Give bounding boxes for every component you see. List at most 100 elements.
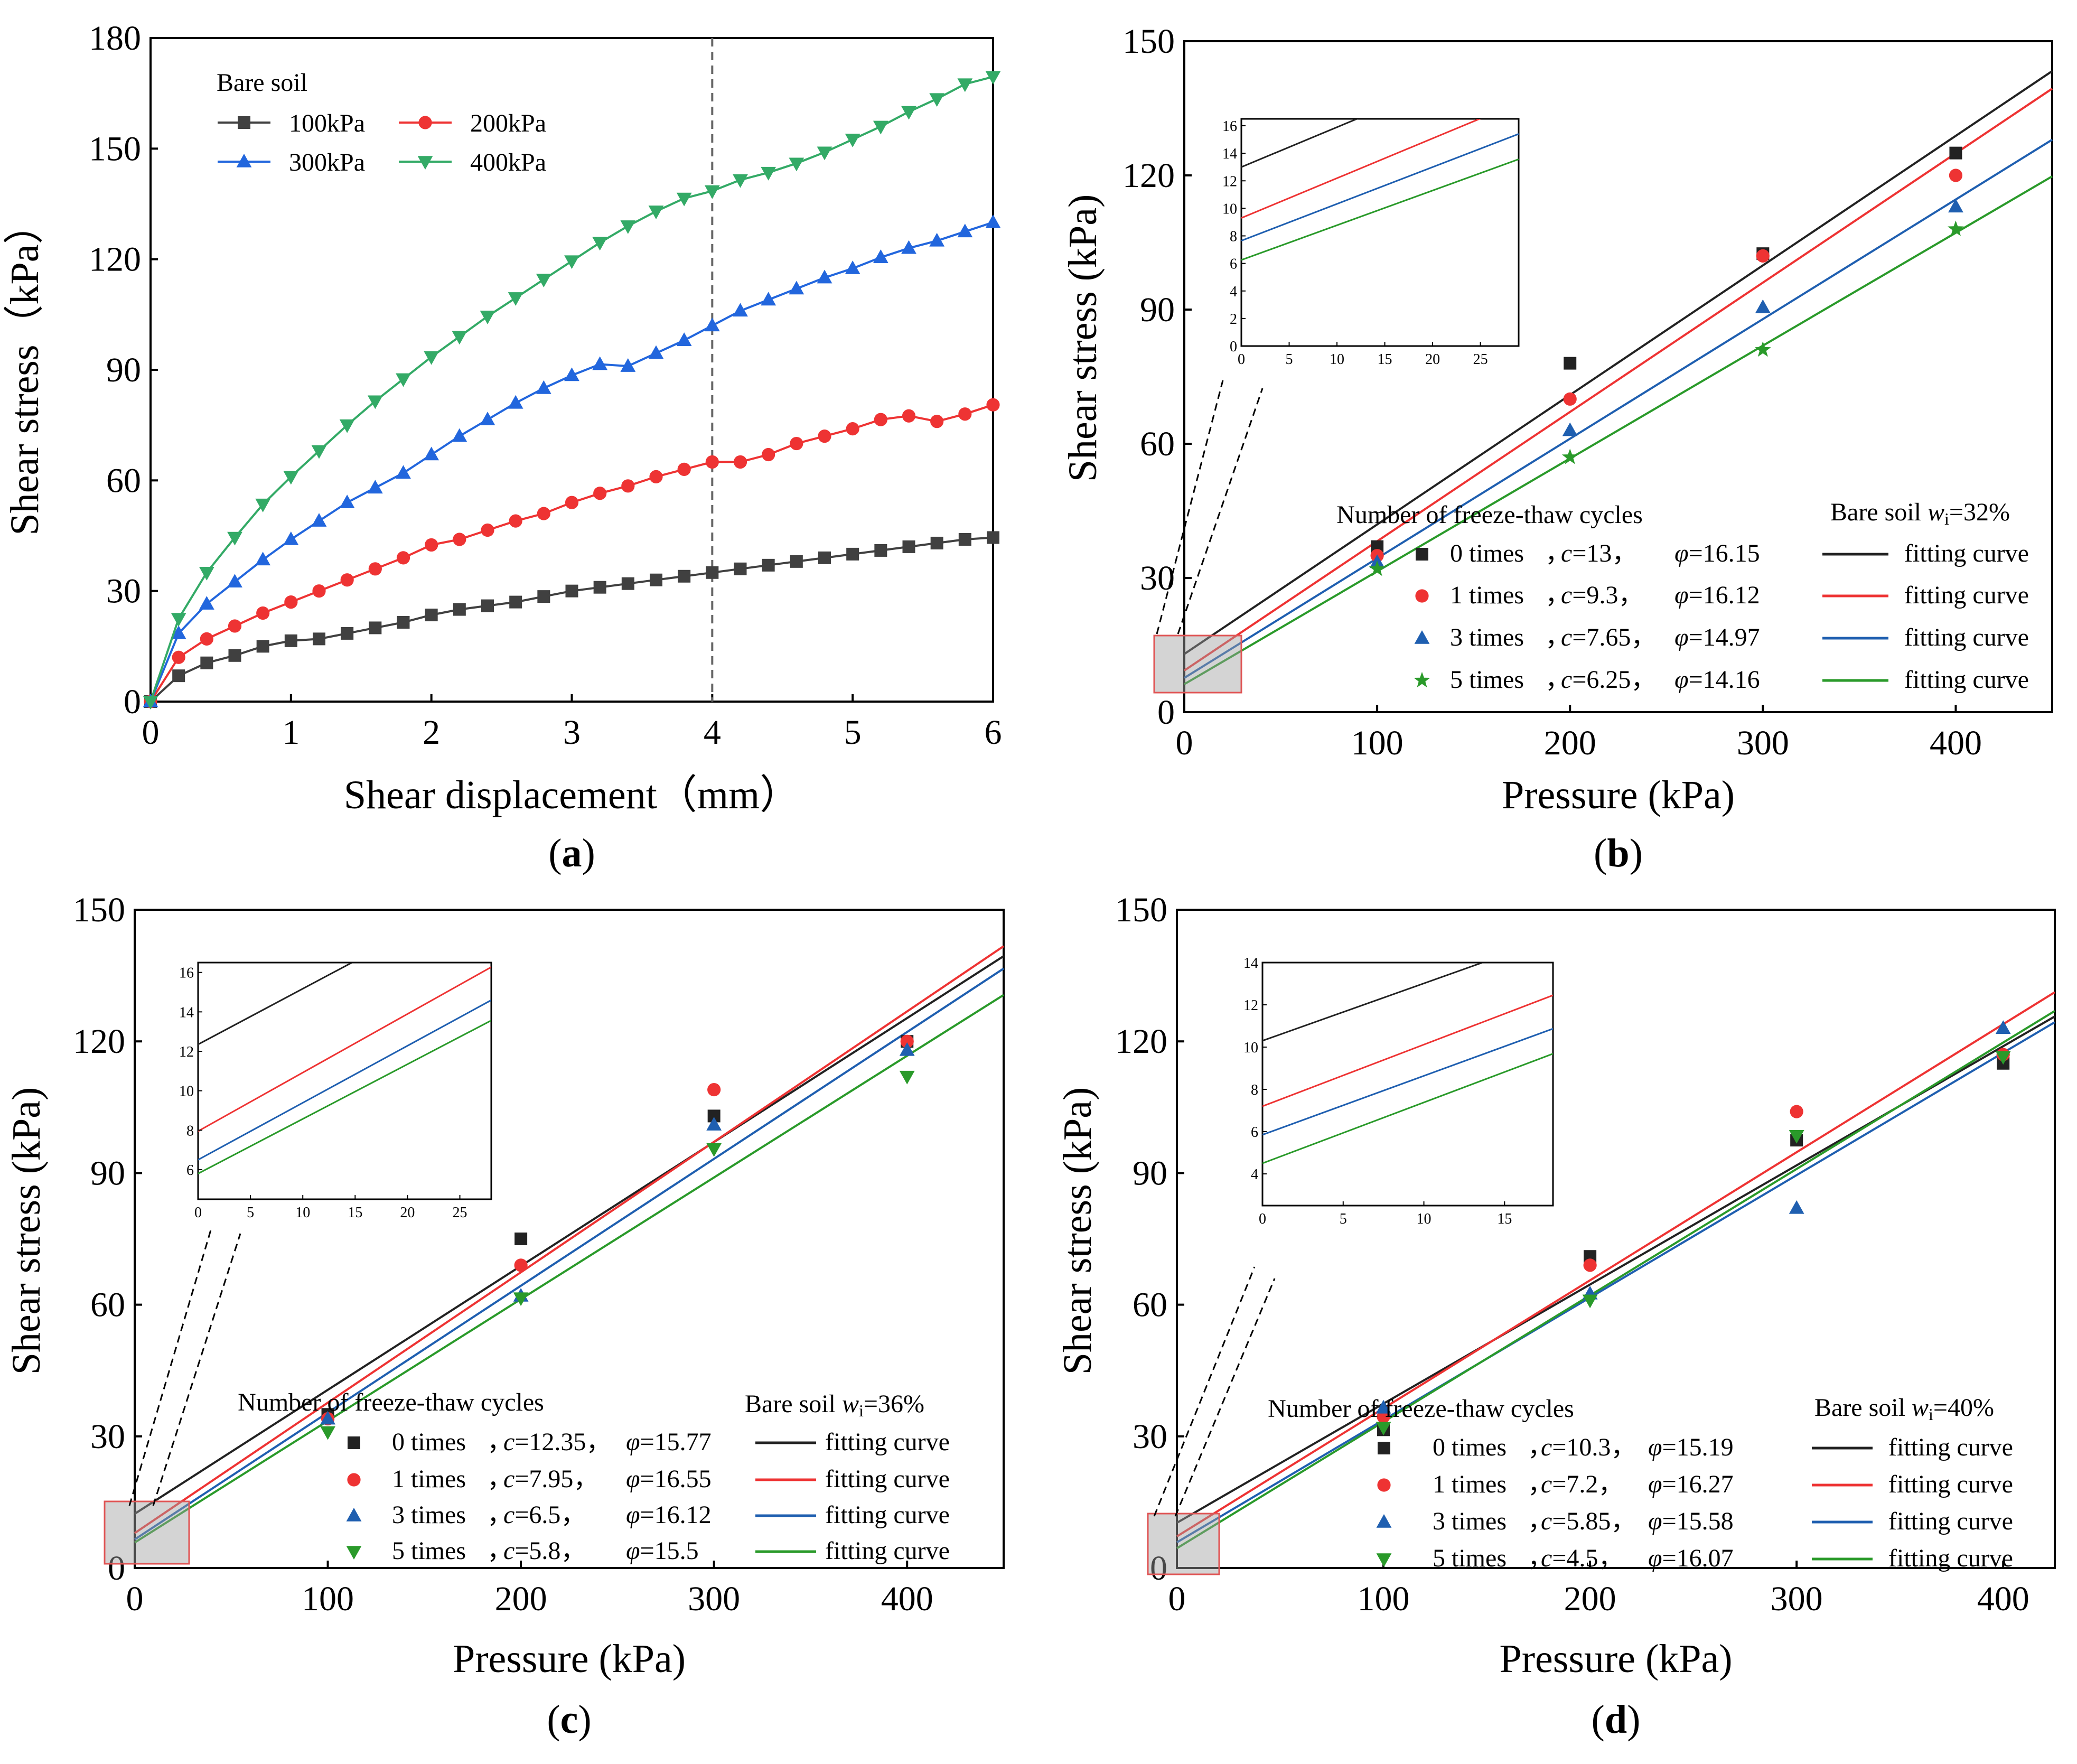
inset-fit-line bbox=[198, 963, 354, 1046]
data-point bbox=[509, 514, 522, 528]
zoom-region bbox=[1147, 1513, 1220, 1575]
legend-friction-angle: φ=14.97 bbox=[1674, 623, 1760, 651]
inset-y-tick-label: 10 bbox=[1222, 201, 1237, 217]
data-point bbox=[676, 332, 692, 346]
legend-separator: ， bbox=[1545, 666, 1570, 694]
data-point bbox=[985, 214, 1001, 228]
x-tick-label: 0 bbox=[126, 1580, 144, 1618]
plot-frame bbox=[1183, 40, 2053, 713]
data-point bbox=[320, 1411, 335, 1425]
legend-friction-angle: φ=16.15 bbox=[1674, 539, 1760, 567]
legend-friction-angle: φ=15.77 bbox=[626, 1428, 712, 1456]
inset-x-tick-label: 0 bbox=[194, 1205, 202, 1221]
data-point bbox=[424, 446, 439, 461]
data-point bbox=[620, 220, 636, 234]
legend-series-label: 0 times bbox=[392, 1428, 466, 1456]
data-point bbox=[255, 552, 271, 566]
data-point bbox=[1949, 169, 1963, 182]
inset-frame bbox=[197, 962, 492, 1200]
inset-x-tick-label: 20 bbox=[400, 1205, 415, 1221]
y-tick-label: 90 bbox=[90, 1154, 125, 1192]
x-tick-label: 100 bbox=[1351, 724, 1404, 762]
legend-cohesion: c=9.3， bbox=[1561, 581, 1643, 609]
data-point bbox=[707, 1082, 721, 1097]
legend-fit-label: fitting curve bbox=[825, 1501, 950, 1529]
data-point bbox=[368, 562, 382, 576]
legend-series-label: 3 times bbox=[1450, 623, 1524, 651]
series-line-100kPa bbox=[149, 536, 994, 703]
data-point bbox=[508, 292, 523, 306]
data-point bbox=[199, 596, 214, 610]
data-point bbox=[396, 465, 411, 479]
fit-line-1-times bbox=[134, 945, 1005, 1534]
fit-line-1-times bbox=[1176, 991, 2056, 1537]
data-point bbox=[958, 407, 972, 421]
legend-friction-angle: φ=16.55 bbox=[626, 1465, 712, 1493]
inset-fit-line bbox=[1262, 963, 1485, 1042]
data-point bbox=[367, 395, 383, 409]
data-point bbox=[424, 351, 439, 365]
inset-y-tick-label: 4 bbox=[1230, 284, 1237, 300]
inset-y-tick-label: 12 bbox=[179, 1044, 194, 1060]
legend-series-label: 1 times bbox=[1433, 1470, 1507, 1498]
inset-y-tick-label: 10 bbox=[179, 1084, 194, 1100]
y-axis-title: Shear stress (kPa) bbox=[1055, 1087, 1100, 1375]
inset-y-tick-label: 8 bbox=[186, 1123, 194, 1139]
data-point bbox=[874, 544, 887, 557]
y-tick-label: 120 bbox=[73, 1022, 125, 1061]
inset-y-tick-label: 6 bbox=[186, 1162, 194, 1179]
data-point bbox=[256, 640, 269, 653]
inset-fit-lines bbox=[1241, 119, 1519, 261]
data-point bbox=[1376, 1422, 1391, 1436]
data-point bbox=[1789, 1200, 1804, 1214]
inset-fit-lines bbox=[1262, 963, 1553, 1164]
data-point bbox=[313, 632, 325, 646]
inset-fit-line bbox=[1241, 119, 1359, 168]
data-point bbox=[452, 331, 467, 345]
inset-y-tick-label: 8 bbox=[1230, 229, 1237, 245]
legend-marker bbox=[346, 1546, 362, 1560]
data-point bbox=[845, 260, 860, 274]
data-point bbox=[649, 470, 663, 483]
data-point bbox=[650, 573, 662, 586]
legend-series-label: 1 times bbox=[392, 1465, 466, 1493]
y-tick-label: 150 bbox=[1122, 22, 1175, 61]
legend-series-label: 0 times bbox=[1433, 1433, 1507, 1461]
data-point bbox=[1564, 357, 1577, 370]
inset-fit-line bbox=[1262, 994, 1553, 1107]
data-point bbox=[817, 269, 832, 284]
legend-cohesion: c=7.2， bbox=[1541, 1470, 1623, 1498]
legend-series-label: 5 times bbox=[392, 1537, 466, 1565]
inset-fit-line bbox=[1241, 119, 1482, 219]
zoom-connector bbox=[1177, 388, 1264, 634]
y-tick-label: 90 bbox=[1133, 1154, 1167, 1192]
inset-x-tick-label: 10 bbox=[1330, 351, 1344, 368]
legend-marker bbox=[238, 116, 250, 129]
legend-marker bbox=[1414, 671, 1430, 688]
inset-plot: 0 5 10 15 4 6 8 10 12 14 bbox=[1243, 955, 1554, 1227]
data-point bbox=[172, 669, 185, 683]
inset-fit-lines bbox=[198, 963, 491, 1174]
x-tick-label: 400 bbox=[881, 1580, 933, 1618]
y-tick-label: 60 bbox=[1133, 1286, 1167, 1324]
y-tick-label: 0 bbox=[108, 1549, 125, 1588]
data-point bbox=[789, 157, 804, 172]
data-point bbox=[1995, 1051, 2011, 1065]
legend-series-label: 5 times bbox=[1433, 1544, 1507, 1572]
fit-line-5-times bbox=[1176, 1010, 2056, 1550]
data-point bbox=[929, 93, 945, 107]
zoom-connector bbox=[1153, 1266, 1256, 1517]
data-point bbox=[1948, 220, 1964, 236]
data-point bbox=[565, 584, 578, 598]
legend-condition: Bare soil wi=40% bbox=[1814, 1394, 1994, 1424]
legend-separator: ， bbox=[1528, 1470, 1553, 1498]
y-tick-label: 30 bbox=[1133, 1417, 1167, 1456]
data-point bbox=[537, 507, 550, 520]
inset-x-tick-label: 15 bbox=[1497, 1211, 1512, 1227]
y-tick-label: 150 bbox=[1115, 891, 1167, 929]
fit-line-3-times bbox=[1176, 1021, 2056, 1544]
data-point bbox=[425, 538, 438, 552]
data-point bbox=[704, 185, 720, 199]
y-tick-label: 30 bbox=[1140, 559, 1175, 598]
